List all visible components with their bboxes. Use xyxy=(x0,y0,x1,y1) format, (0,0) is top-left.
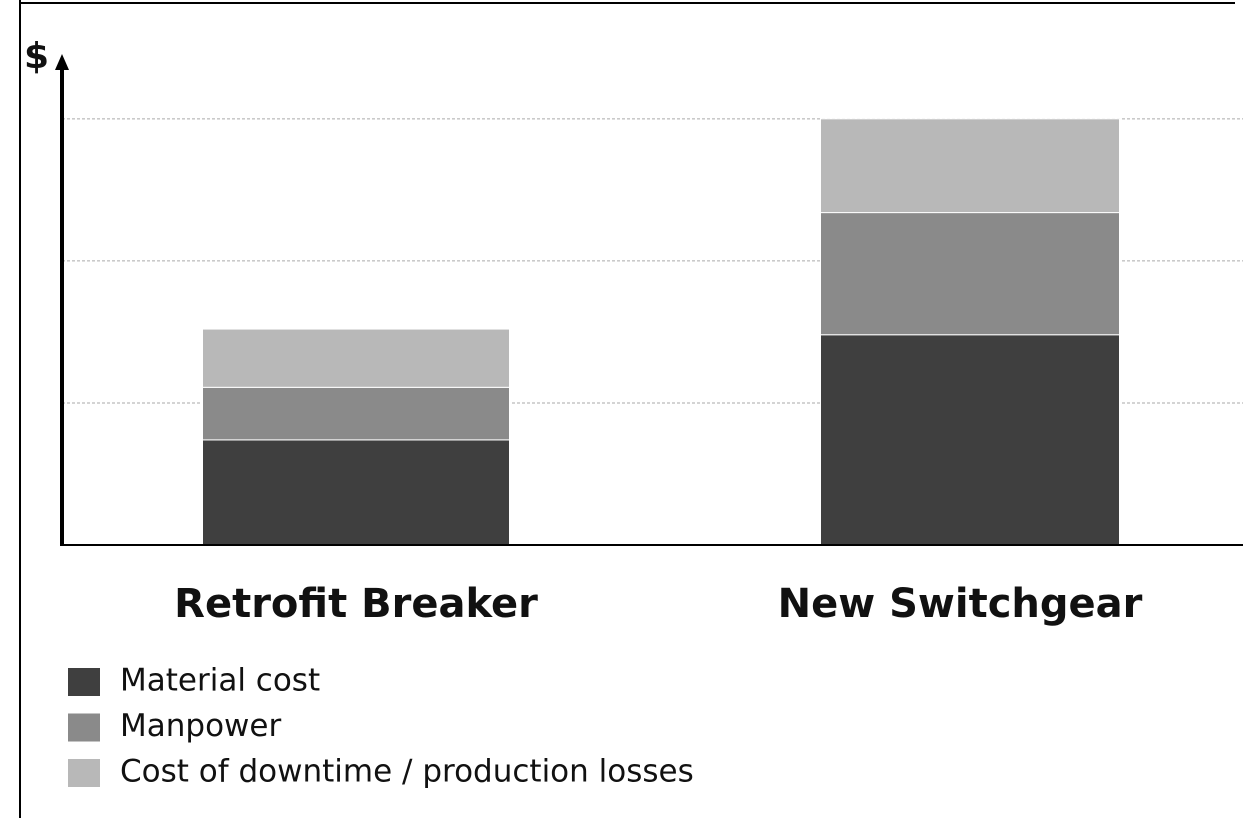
x-tick-label: Retrofit Breaker xyxy=(174,581,538,627)
bar-segment xyxy=(820,334,1120,546)
y-axis-label: $ xyxy=(24,36,49,77)
x-tick-label: New Switchgear xyxy=(778,581,1143,627)
legend-swatch xyxy=(68,759,100,787)
legend-label: Cost of downtime / production losses xyxy=(120,754,694,790)
bar-segment xyxy=(820,212,1120,336)
legend-label: Manpower xyxy=(120,708,281,744)
y-axis-arrow xyxy=(55,54,69,70)
bar-segment xyxy=(202,328,510,388)
bar-segment xyxy=(202,439,510,546)
bar-segment xyxy=(820,118,1120,214)
legend-swatch xyxy=(68,713,100,742)
legend-label: Material cost xyxy=(120,663,320,699)
legend-swatch xyxy=(68,668,100,696)
bar-segment xyxy=(202,386,510,441)
